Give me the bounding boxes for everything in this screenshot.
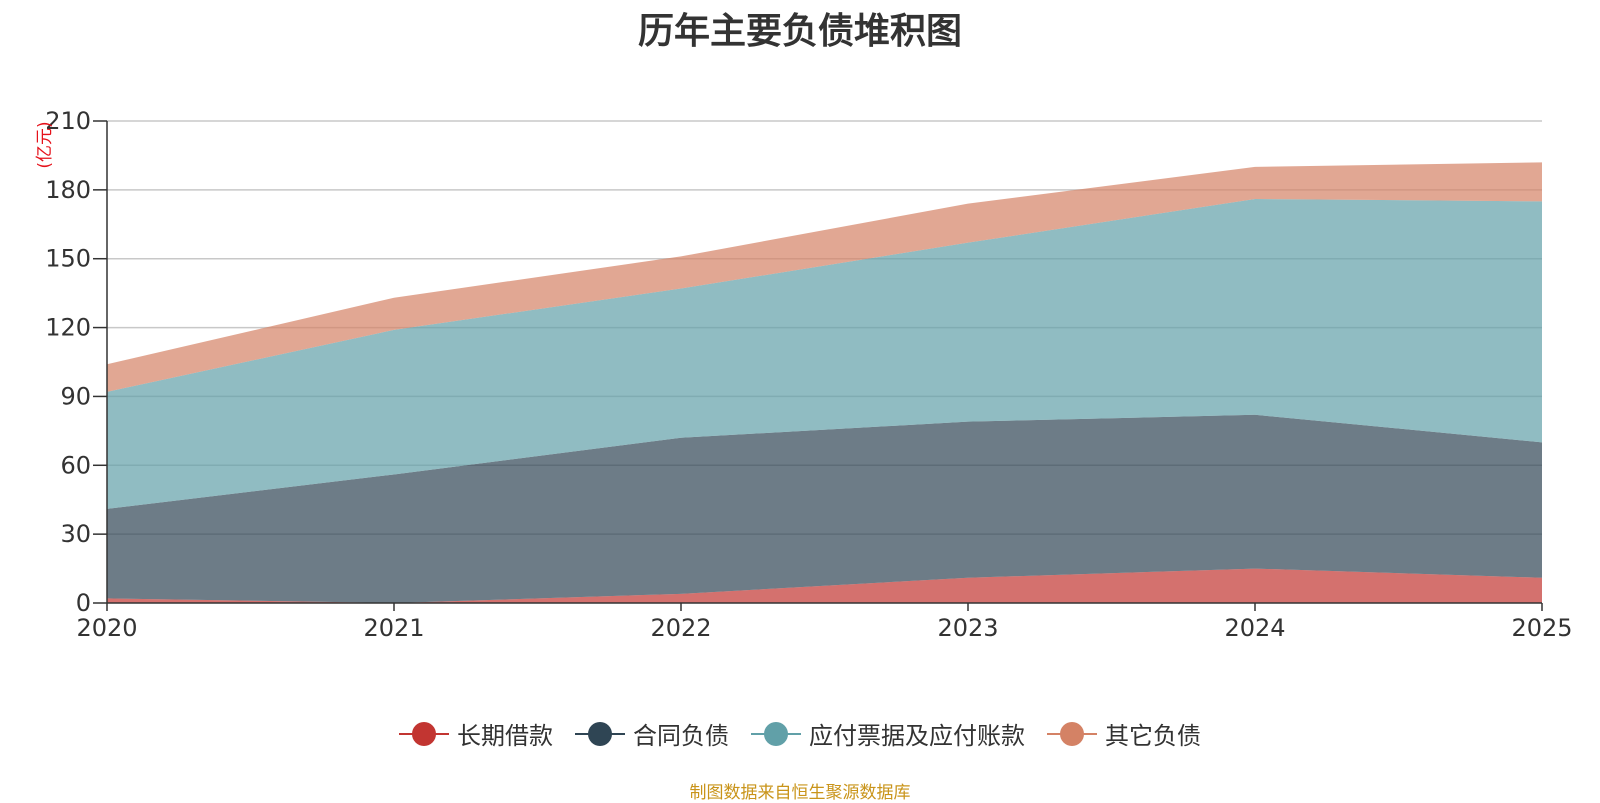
x-tick-label-2020: 2020 xyxy=(76,614,137,642)
legend-marker-icon xyxy=(399,721,449,746)
source-note: 制图数据来自恒生聚源数据库 xyxy=(689,783,911,803)
area-series-2 xyxy=(107,199,1542,509)
x-tick-label-2022: 2022 xyxy=(650,614,711,642)
x-tick-label-2025: 2025 xyxy=(1511,614,1572,642)
legend-label: 合同负债 xyxy=(633,722,729,750)
y-tick-label-180: 180 xyxy=(45,176,91,204)
legend-label: 应付票据及应付账款 xyxy=(809,722,1025,750)
y-tick-label-210: 210 xyxy=(45,107,91,135)
legend-item-2[interactable]: 应付票据及应付账款 xyxy=(751,716,1025,751)
legend: 长期借款 合同负债 应付票据及应付账款 其它负债 xyxy=(0,716,1600,751)
legend-item-1[interactable]: 合同负债 xyxy=(575,716,729,751)
x-tick-label-2021: 2021 xyxy=(363,614,424,642)
x-tick-label-2024: 2024 xyxy=(1224,614,1285,642)
area-layer xyxy=(107,162,1542,603)
x-tick-label-2023: 2023 xyxy=(937,614,998,642)
legend-label: 其它负债 xyxy=(1105,722,1201,750)
legend-item-3[interactable]: 其它负债 xyxy=(1047,716,1201,751)
y-tick-label-60: 60 xyxy=(60,451,91,479)
y-tick-label-30: 30 xyxy=(60,520,91,548)
legend-label: 长期借款 xyxy=(457,722,553,750)
area-series-1 xyxy=(107,414,1542,603)
y-axis-unit-label: (亿元) xyxy=(35,121,55,168)
chart-title: 历年主要负债堆积图 xyxy=(637,11,962,52)
legend-marker-icon xyxy=(751,721,801,746)
axes: 0 30 60 90 120 150 180 210 2020 2021 2022 2023 2024 2… xyxy=(45,107,1572,642)
legend-item-0[interactable]: 长期借款 xyxy=(399,716,553,751)
y-tick-label-90: 90 xyxy=(60,382,91,410)
y-tick-label-0: 0 xyxy=(76,589,91,617)
y-tick-label-120: 120 xyxy=(45,314,91,342)
area-series-3 xyxy=(107,162,1542,392)
legend-marker-icon xyxy=(575,721,625,746)
y-tick-label-150: 150 xyxy=(45,245,91,273)
legend-marker-icon xyxy=(1047,721,1097,746)
